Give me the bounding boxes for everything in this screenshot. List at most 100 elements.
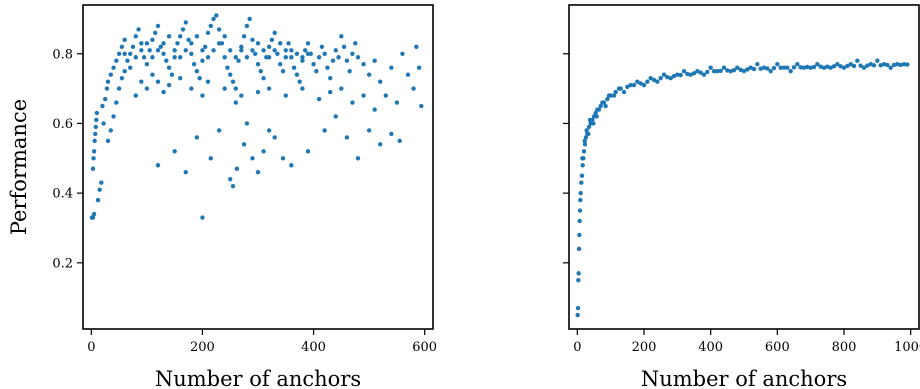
data-point — [761, 65, 767, 70]
data-point — [178, 34, 183, 39]
data-point — [638, 81, 643, 86]
data-point — [178, 75, 183, 81]
data-point — [128, 65, 133, 70]
data-point — [731, 67, 737, 73]
data-point — [389, 65, 394, 70]
data-point — [261, 149, 266, 154]
data-point — [100, 103, 105, 109]
data-point — [189, 41, 194, 46]
data-point — [250, 48, 255, 53]
data-point — [378, 79, 383, 84]
data-point — [582, 138, 587, 144]
data-point — [94, 110, 100, 116]
data-point — [718, 68, 723, 74]
data-point — [139, 79, 144, 84]
data-point — [228, 48, 233, 53]
data-point — [347, 68, 352, 74]
data-point — [575, 312, 580, 318]
data-point — [698, 70, 703, 75]
data-point — [230, 79, 236, 84]
data-point — [272, 30, 277, 36]
data-point — [366, 72, 372, 77]
data-point — [95, 197, 101, 203]
data-point — [821, 65, 827, 70]
data-point — [144, 41, 150, 46]
data-point — [197, 75, 202, 81]
data-point — [605, 96, 610, 102]
data-point — [611, 93, 617, 98]
data-point — [289, 163, 294, 168]
y-tick-label: 0.4 — [52, 187, 73, 202]
data-point — [871, 63, 877, 68]
data-point — [414, 44, 419, 50]
data-point — [905, 62, 910, 67]
data-point — [575, 305, 581, 311]
data-point — [108, 128, 113, 133]
y-tick-label: 0.2 — [52, 256, 73, 271]
data-point — [175, 41, 180, 46]
data-point — [811, 64, 817, 70]
data-point — [203, 44, 208, 50]
data-point — [300, 55, 305, 60]
data-point — [122, 37, 127, 43]
data-point — [875, 58, 880, 63]
data-point — [344, 58, 350, 63]
data-point — [603, 103, 608, 109]
data-point — [339, 34, 344, 39]
data-point — [416, 65, 422, 70]
data-point — [678, 72, 683, 78]
data-point — [93, 124, 98, 130]
data-point — [222, 55, 227, 60]
data-point — [851, 63, 857, 69]
data-point — [291, 65, 297, 70]
data-point — [244, 23, 250, 29]
data-point — [578, 197, 583, 203]
data-point — [621, 89, 627, 95]
data-point — [133, 55, 138, 60]
x-tick-label: 800 — [832, 340, 857, 355]
data-point — [372, 107, 377, 112]
y-axis-label: Performance — [7, 99, 31, 235]
x-tick-label: 200 — [190, 340, 215, 355]
data-point — [818, 64, 823, 69]
data-point — [333, 48, 338, 53]
data-point — [755, 62, 760, 67]
data-point — [183, 170, 188, 175]
data-point — [166, 34, 172, 39]
data-point — [116, 86, 122, 91]
data-point — [675, 72, 680, 77]
data-point — [613, 89, 618, 95]
data-point — [150, 55, 155, 60]
data-point — [671, 73, 677, 79]
data-point — [598, 103, 603, 109]
data-point — [130, 44, 136, 50]
data-point — [891, 62, 897, 68]
data-point — [715, 68, 720, 74]
data-point — [172, 149, 177, 154]
data-point — [738, 67, 743, 73]
data-point — [831, 64, 837, 69]
left-scatter-panel: 0 200 400 600 0.2 0.4 0.6 0.8 Number of anchors P… — [7, 4, 437, 389]
data-point — [150, 37, 155, 43]
data-point — [579, 180, 584, 185]
data-point — [805, 64, 810, 70]
data-point — [228, 176, 233, 182]
data-point — [861, 65, 867, 70]
data-point — [758, 66, 763, 71]
data-point — [93, 131, 98, 137]
data-point — [250, 37, 255, 43]
data-point — [685, 71, 690, 77]
data-point — [194, 34, 200, 39]
data-point — [155, 79, 161, 84]
data-point — [164, 58, 169, 63]
data-point — [336, 55, 341, 60]
data-point — [289, 48, 294, 53]
data-point — [189, 86, 194, 91]
data-point — [582, 142, 588, 147]
data-point — [587, 117, 593, 123]
data-point — [119, 44, 125, 50]
data-point — [266, 55, 272, 60]
data-point — [319, 44, 325, 50]
data-point — [108, 72, 113, 77]
data-point — [885, 62, 890, 68]
